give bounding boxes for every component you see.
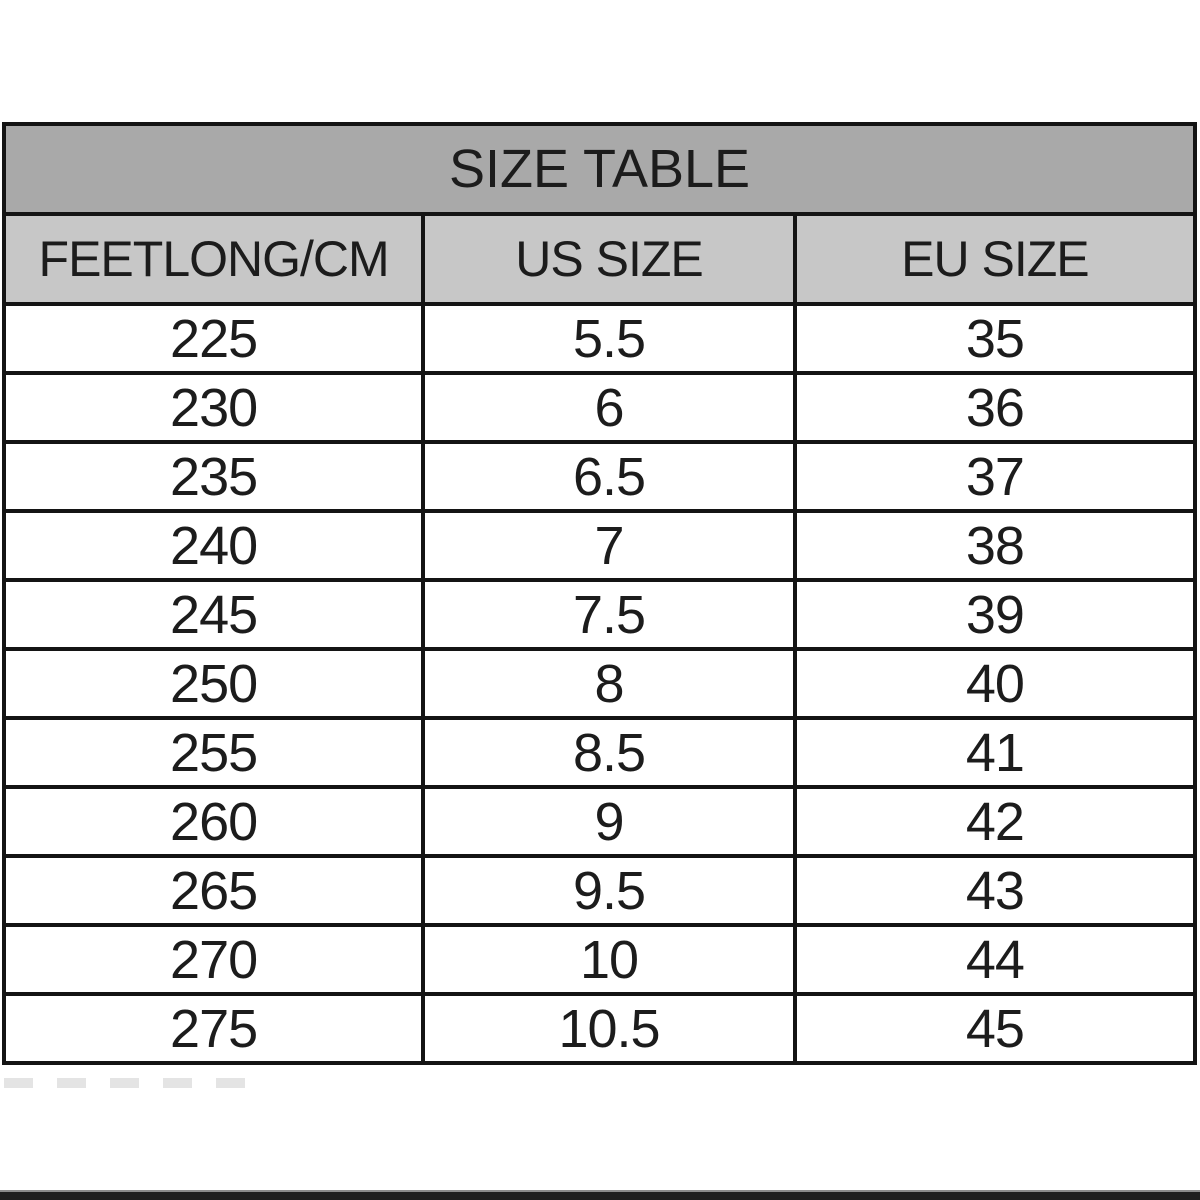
table-cell: 10 [421, 923, 797, 996]
table-cell: 37 [792, 440, 1198, 513]
table-cell: 41 [792, 716, 1198, 789]
table-row: 265 9.5 43 [1, 854, 1198, 927]
column-header-us-size: US SIZE [421, 212, 797, 306]
table-cell: 38 [792, 509, 1198, 582]
table-cell: 225 [1, 302, 426, 375]
table-cell: 270 [1, 923, 426, 996]
faint-artifact-marks [4, 1078, 245, 1088]
table-cell: 44 [792, 923, 1198, 996]
table-row: 235 6.5 37 [1, 440, 1198, 513]
table-cell: 9.5 [421, 854, 797, 927]
table-cell: 250 [1, 647, 426, 720]
table-row: 260 9 42 [1, 785, 1198, 858]
table-cell: 36 [792, 371, 1198, 444]
table-cell: 8 [421, 647, 797, 720]
artifact-mark [4, 1078, 33, 1088]
table-cell: 6.5 [421, 440, 797, 513]
size-table-body: 225 5.5 35 230 6 36 235 6.5 37 240 7 38 245 7.5 39 250 8… [1, 302, 1198, 1065]
artifact-mark [57, 1078, 86, 1088]
table-cell: 255 [1, 716, 426, 789]
column-header-eu-size: EU SIZE [792, 212, 1198, 306]
table-cell: 35 [792, 302, 1198, 375]
artifact-mark [216, 1078, 245, 1088]
table-cell: 8.5 [421, 716, 797, 789]
table-row: 225 5.5 35 [1, 302, 1198, 375]
cropped-next-element-edge [0, 1190, 1200, 1200]
table-row: 275 10.5 45 [1, 992, 1198, 1065]
table-row: 270 10 44 [1, 923, 1198, 996]
table-cell: 7 [421, 509, 797, 582]
table-cell: 245 [1, 578, 426, 651]
size-table: SIZE TABLE FEETLONG/CM US SIZE EU SIZE 2… [1, 122, 1198, 1065]
artifact-mark [163, 1078, 192, 1088]
table-cell: 40 [792, 647, 1198, 720]
table-cell: 9 [421, 785, 797, 858]
table-title: SIZE TABLE [2, 122, 1197, 216]
table-cell: 230 [1, 371, 426, 444]
table-row: 240 7 38 [1, 509, 1198, 582]
table-cell: 43 [792, 854, 1198, 927]
column-header-feetlong-cm: FEETLONG/CM [1, 212, 426, 306]
table-row: 245 7.5 39 [1, 578, 1198, 651]
table-cell: 265 [1, 854, 426, 927]
table-cell: 39 [792, 578, 1198, 651]
table-cell: 45 [792, 992, 1198, 1065]
table-header-row: FEETLONG/CM US SIZE EU SIZE [1, 212, 1198, 306]
table-title-row: SIZE TABLE [2, 122, 1197, 216]
table-row: 230 6 36 [1, 371, 1198, 444]
table-cell: 260 [1, 785, 426, 858]
table-cell: 240 [1, 509, 426, 582]
artifact-mark [110, 1078, 139, 1088]
table-row: 250 8 40 [1, 647, 1198, 720]
table-cell: 275 [1, 992, 426, 1065]
table-cell: 7.5 [421, 578, 797, 651]
table-row: 255 8.5 41 [1, 716, 1198, 789]
table-cell: 5.5 [421, 302, 797, 375]
table-cell: 10.5 [421, 992, 797, 1065]
table-cell: 42 [792, 785, 1198, 858]
table-cell: 235 [1, 440, 426, 513]
table-cell: 6 [421, 371, 797, 444]
